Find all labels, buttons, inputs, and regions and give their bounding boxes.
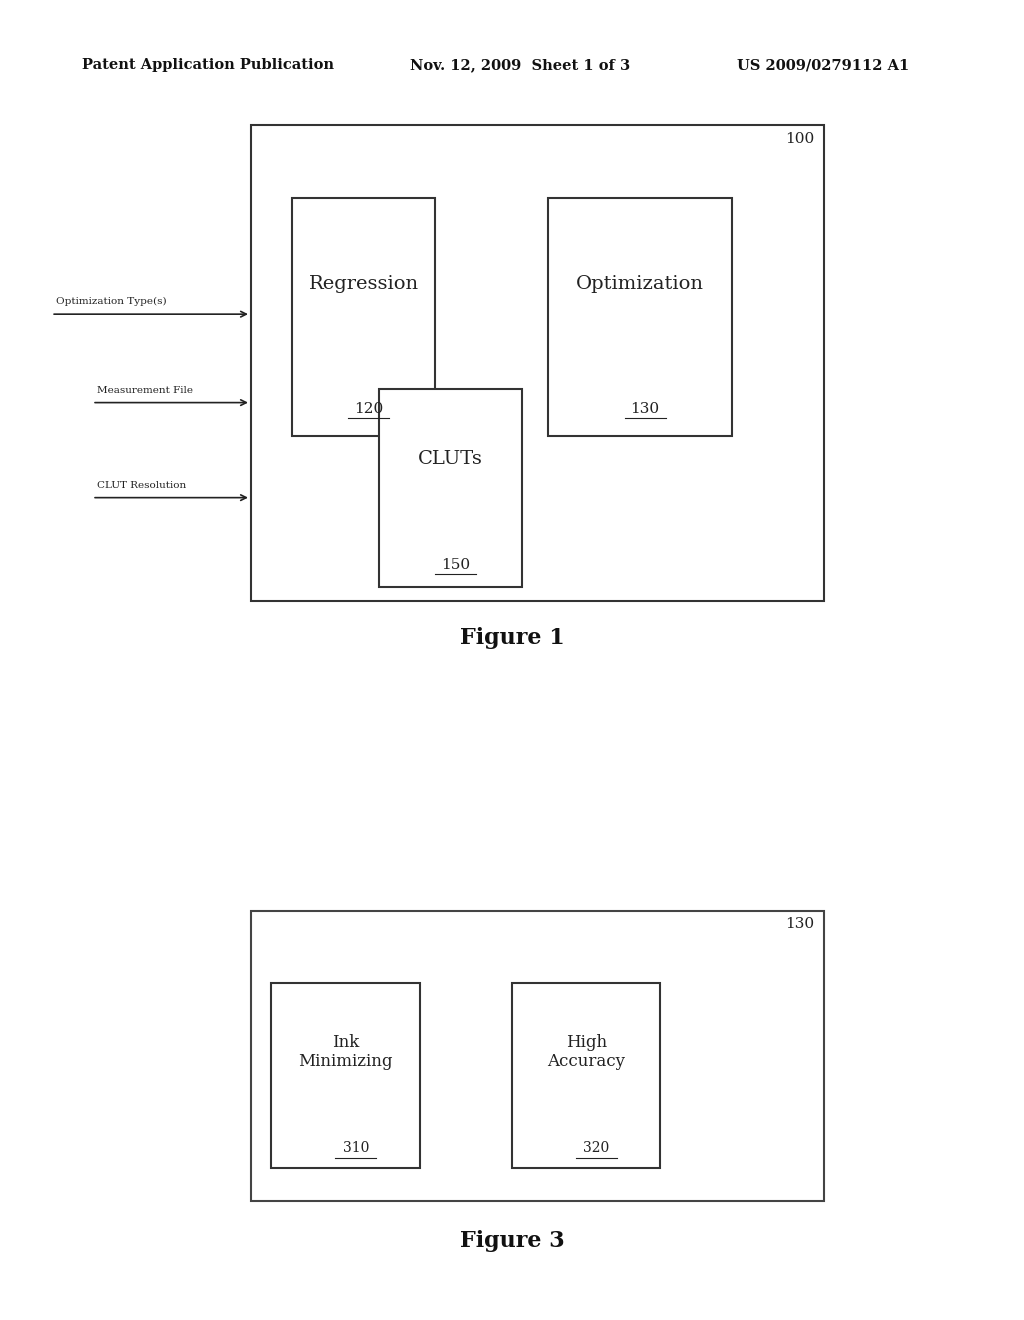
- Text: Figure 1: Figure 1: [460, 627, 564, 649]
- FancyBboxPatch shape: [512, 983, 660, 1168]
- Text: Figure 3: Figure 3: [460, 1230, 564, 1253]
- FancyBboxPatch shape: [251, 125, 824, 601]
- Text: Patent Application Publication: Patent Application Publication: [82, 58, 334, 73]
- Text: 150: 150: [441, 557, 470, 572]
- FancyBboxPatch shape: [271, 983, 420, 1168]
- Text: 310: 310: [343, 1140, 369, 1155]
- Text: Ink
Minimizing: Ink Minimizing: [298, 1034, 393, 1071]
- Text: 100: 100: [784, 132, 814, 147]
- Text: 320: 320: [584, 1140, 609, 1155]
- FancyBboxPatch shape: [548, 198, 732, 436]
- Text: Optimization: Optimization: [575, 275, 705, 293]
- Text: US 2009/0279112 A1: US 2009/0279112 A1: [737, 58, 909, 73]
- FancyBboxPatch shape: [379, 389, 522, 587]
- Text: CLUTs: CLUTs: [418, 450, 483, 469]
- Text: High
Accuracy: High Accuracy: [547, 1034, 626, 1071]
- Text: Regression: Regression: [308, 275, 419, 293]
- Text: Nov. 12, 2009  Sheet 1 of 3: Nov. 12, 2009 Sheet 1 of 3: [410, 58, 630, 73]
- FancyBboxPatch shape: [251, 911, 824, 1201]
- FancyBboxPatch shape: [292, 198, 435, 436]
- Text: 120: 120: [354, 401, 383, 416]
- Text: Optimization Type(s): Optimization Type(s): [56, 297, 167, 306]
- Text: 130: 130: [631, 401, 659, 416]
- Text: CLUT Resolution: CLUT Resolution: [97, 480, 186, 490]
- Text: Measurement File: Measurement File: [97, 385, 194, 395]
- Text: 130: 130: [785, 917, 814, 932]
